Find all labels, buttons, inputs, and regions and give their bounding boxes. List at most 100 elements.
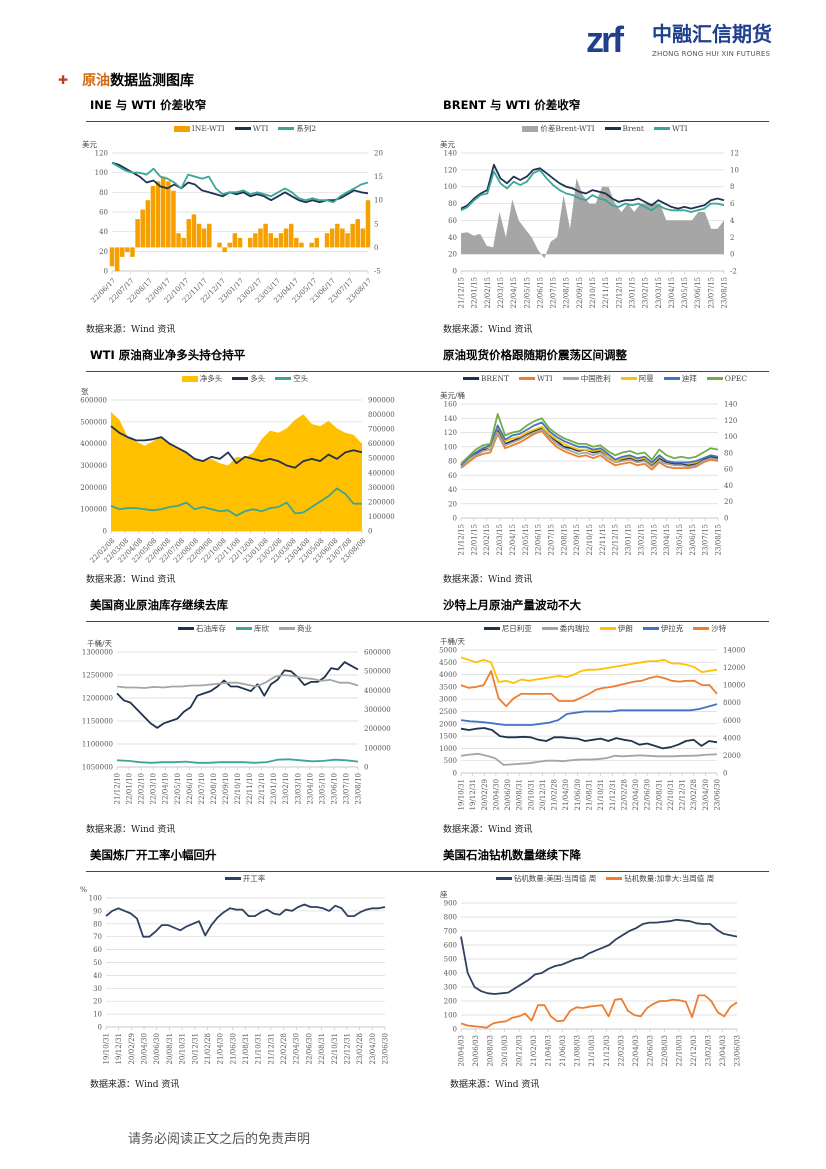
chart-title: INE 与 WTI 价差收窄 [90, 98, 207, 112]
y2-tick-label: 200000 [364, 725, 391, 733]
legend-swatch [462, 377, 479, 380]
bar [263, 223, 268, 248]
y2-tick-label: 900000 [368, 397, 395, 405]
chart-legend: 价差Brent-WTI Brent WTI [440, 124, 770, 133]
bar [119, 247, 125, 257]
y2-tick-label: 12000 [723, 664, 745, 672]
chart-plot: 0 100 200 300 400 500 600 700 800 900 20/04/03 20/0… [444, 900, 742, 1067]
x-tick-label: 21/12/31 [267, 1033, 275, 1064]
legend-swatch [606, 877, 623, 880]
chart-source: 数据来源：Wind 资讯 [86, 575, 176, 585]
y-tick-label: 400000 [80, 440, 107, 448]
y-tick-label: 0 [103, 528, 107, 536]
legend-label: 系列2 [296, 124, 317, 133]
y2-tick-label: 400000 [364, 687, 391, 695]
x-tick-label: 22/03/15 [497, 277, 505, 308]
y2-tick-label: 40 [724, 482, 733, 490]
x-tick-label: 21/12/03 [603, 1035, 611, 1066]
y2-tick-label: 800000 [368, 411, 395, 419]
x-tick-label: 23/04/30 [369, 1033, 377, 1064]
line-series [460, 670, 718, 708]
bar [288, 223, 294, 248]
y-tick-label: 100 [444, 183, 457, 191]
y-axis-unit: 美元/桶 [440, 391, 466, 400]
y2-tick-label: 200000 [368, 498, 395, 506]
legend-item: Brent [604, 124, 644, 133]
y-tick-label: 1050000 [82, 764, 113, 772]
x-tick-label: 23/06/10 [330, 773, 338, 804]
bar [329, 228, 335, 248]
section-heading-text: 数据监测图库 [110, 73, 195, 89]
chart-source: 数据来源：Wind 资讯 [443, 325, 533, 335]
y2-tick-label: 10 [374, 197, 383, 205]
x-tick-label: 23/08/10 [355, 773, 363, 804]
x-tick-label: 22/10/31 [667, 779, 675, 810]
bar [283, 228, 289, 248]
legend-label: 空头 [293, 374, 309, 383]
x-tick-label: 20/02/29 [481, 779, 489, 810]
y-tick-label: 1200000 [82, 695, 113, 703]
chart-5: 石油库存 库欣 商业 千桶/天 1050000 1100000 1150000 1200000… [80, 622, 410, 822]
y-tick-label: 70 [93, 933, 102, 941]
legend-swatch [562, 377, 579, 380]
x-tick-label: 21/10/03 [588, 1035, 596, 1066]
section-divider [86, 621, 769, 622]
logo-chinese-name: 中融汇信期货 [652, 22, 772, 46]
y-tick-label: 100 [95, 169, 108, 177]
legend-swatch [693, 627, 710, 630]
x-tick-label: 22/01/10 [126, 773, 134, 804]
y-tick-label: 80 [448, 200, 457, 208]
legend-label: 库欣 [254, 624, 269, 633]
x-tick-label: 23/01/15 [628, 277, 636, 308]
y-tick-label: 0 [104, 268, 108, 276]
y-tick-label: 120 [444, 166, 457, 174]
x-tick-label: 22/09/10 [222, 773, 230, 804]
x-tick-label: 23/08/15 [721, 277, 729, 308]
y2-tick-label: 80 [724, 449, 733, 457]
legend-item: OPEC [706, 374, 747, 383]
x-tick-label: 23/07/10 [342, 773, 350, 804]
y-tick-label: 20 [99, 248, 108, 256]
x-tick-label: 22/11/15 [602, 277, 610, 308]
chart-source: 数据来源：Wind 资讯 [86, 825, 176, 835]
bar [150, 186, 156, 248]
y2-tick-label: 20 [374, 150, 383, 158]
area-series [461, 178, 724, 259]
bar [201, 228, 207, 248]
legend-label: 迪拜 [681, 374, 697, 383]
bar [145, 200, 151, 248]
y-tick-label: 1000 [439, 745, 457, 753]
line-series [460, 163, 725, 210]
y-tick-label: 40 [448, 234, 457, 242]
legend-label: 石油库存 [196, 624, 226, 633]
bar [350, 223, 355, 248]
x-tick-label: 23/03/10 [294, 773, 302, 804]
legend-swatch [181, 375, 198, 382]
x-tick-label: 23/06/30 [382, 1033, 390, 1064]
y2-tick-label: 100000 [368, 513, 395, 521]
x-tick-label: 23/04/15 [663, 524, 671, 555]
x-tick-label: 23/01/15 [625, 524, 633, 555]
x-tick-label: 21/06/03 [559, 1035, 567, 1066]
bar [324, 233, 330, 248]
x-tick-label: 23/01/10 [270, 773, 278, 804]
chart-plot: 0 20 40 60 80 100 120 140 160 0 20 40 60 80 100 120 140 2… [444, 401, 738, 556]
x-tick-label: 22/02/03 [617, 1035, 625, 1066]
bar [125, 247, 130, 253]
bar [309, 242, 314, 248]
x-tick-label: 22/04/03 [632, 1035, 640, 1066]
chart-plot: 0 500 1000 1500 2000 2500 3000 3500 4000 4500 5000… [439, 647, 745, 811]
y2-tick-label: 0 [374, 244, 378, 252]
legend-swatch [604, 127, 621, 130]
x-tick-label: 21/08/31 [586, 779, 594, 810]
legend-item: 阿曼 [620, 374, 654, 383]
bar [155, 181, 161, 248]
y-tick-label: 2500 [439, 708, 457, 716]
chart-plot: 0 100000 200000 300000 400000 500000 600000 0 10… [80, 397, 395, 565]
y2-tick-label: 2000 [723, 752, 741, 760]
chart-4: BRENT WTI 中国胜利 阿曼 迪拜 OPEC 美元/桶 0 20 40 60 80 100 120 1… [440, 372, 770, 572]
y-tick-label: 200000 [80, 484, 107, 492]
y-tick-label: 5000 [439, 647, 457, 655]
y2-tick-label: 100000 [364, 744, 391, 752]
area-series [111, 412, 362, 531]
